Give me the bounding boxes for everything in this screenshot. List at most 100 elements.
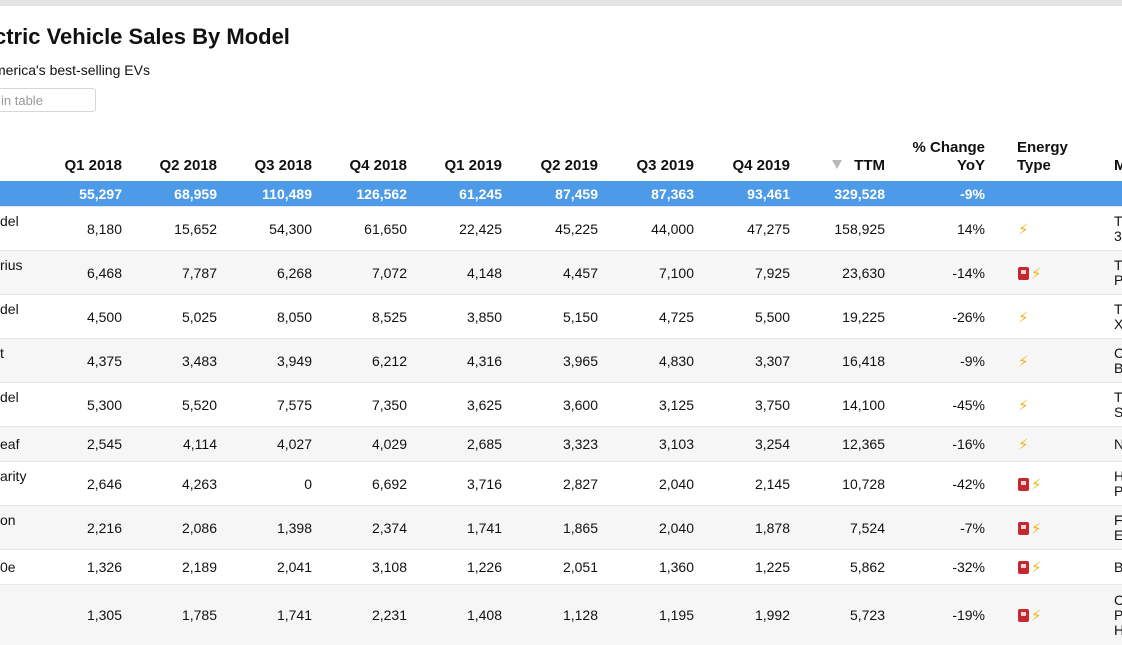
- value-cell: 2,040: [658, 476, 694, 492]
- maker-name: N: [1114, 437, 1122, 452]
- column-header-pct-change-yoy[interactable]: % Change YoY: [865, 139, 985, 175]
- table-row[interactable]: del 4,500 5,025 8,050 8,525 3,850 5,150 4,725 5,…: [0, 294, 1122, 338]
- value-cell: 2,040: [658, 520, 694, 536]
- value-cell: 1,360: [658, 559, 694, 575]
- electric-icon: ⚡: [1018, 352, 1029, 370]
- value-cell: 1,225: [754, 559, 790, 575]
- value-cell: 8,180: [86, 221, 122, 237]
- sort-descending-icon[interactable]: [832, 160, 843, 169]
- value-cell: 4,316: [466, 353, 502, 369]
- table-row[interactable]: 0e 1,326 2,189 2,041 3,108 1,226 2,051 1,360 1,2…: [0, 549, 1122, 584]
- column-header-q1-2018[interactable]: Q1 2018: [2, 157, 122, 175]
- table-row[interactable]: on 2,216 2,086 1,398 2,374 1,741 1,865 2,040 1,8…: [0, 505, 1122, 549]
- model-name: del: [0, 389, 19, 405]
- page-title: ctric Vehicle Sales By Model: [0, 24, 290, 49]
- table-row[interactable]: rius 6,468 7,787 6,268 7,072 4,148 4,457 7,100 7…: [0, 250, 1122, 294]
- model-name: t: [0, 345, 4, 361]
- value-cell: 1,865: [562, 520, 598, 536]
- value-cell: 5,025: [181, 309, 217, 325]
- column-header-label: Q3 2018: [254, 157, 312, 174]
- maker-name-line: B: [1114, 360, 1122, 376]
- sales-table: Q1 2018 Q2 2018 Q3 2018 Q4 2018 Q1 2019 Q2 20…: [0, 134, 1122, 645]
- value-cell: 15,652: [174, 221, 217, 237]
- value-cell: 44,000: [651, 221, 694, 237]
- value-cell: 1,741: [276, 607, 312, 623]
- column-header-q2-2019[interactable]: Q2 2019: [478, 157, 598, 175]
- value-cell: 3,965: [562, 353, 598, 369]
- fuel-pump-icon: [1018, 266, 1029, 280]
- plug-in-hybrid-icon: ⚡: [1018, 475, 1042, 493]
- table-row[interactable]: arity 2,646 4,263 0 6,692 3,716 2,827 2,040 2,14…: [0, 461, 1122, 505]
- page-subtitle: merica's best-selling EVs: [0, 62, 150, 78]
- model-name: del: [0, 213, 19, 229]
- value-cell: -7%: [960, 520, 985, 536]
- value-cell: 7,524: [849, 520, 885, 536]
- maker-name-line: H: [1114, 468, 1122, 484]
- value-cell: 5,723: [849, 607, 885, 623]
- column-header-q3-2018[interactable]: Q3 2018: [192, 157, 312, 175]
- value-cell: 2,189: [181, 559, 217, 575]
- column-header-q4-2018[interactable]: Q4 2018: [287, 157, 407, 175]
- value-cell: 7,575: [276, 397, 312, 413]
- value-cell: 4,457: [562, 265, 598, 281]
- plug-in-hybrid-icon: ⚡: [1018, 264, 1042, 282]
- column-header-ttm[interactable]: TTM: [765, 157, 885, 175]
- value-cell: -19%: [952, 607, 985, 623]
- value-cell: 1,398: [276, 520, 312, 536]
- value-cell: 3,125: [658, 397, 694, 413]
- column-header-q4-2019[interactable]: Q4 2019: [670, 157, 790, 175]
- column-header-label: Q3 2019: [636, 157, 694, 174]
- lightning-bolt-icon: ⚡: [1031, 265, 1042, 283]
- lightning-bolt-icon: ⚡: [1031, 520, 1042, 538]
- lightning-bolt-icon: ⚡: [1031, 559, 1042, 577]
- maker-name-line: T: [1114, 301, 1122, 317]
- value-cell: 8,050: [276, 309, 312, 325]
- value-cell: 7,925: [754, 265, 790, 281]
- value-cell: 4,114: [183, 436, 217, 452]
- table-row[interactable]: del 5,300 5,520 7,575 7,350 3,625 3,600 3,125 3,…: [0, 382, 1122, 426]
- value-cell: 2,231: [371, 607, 407, 623]
- value-cell: 6,268: [276, 265, 312, 281]
- value-cell: -16%: [952, 436, 985, 452]
- total-cell: -9%: [960, 186, 985, 202]
- table-search-input[interactable]: in table: [0, 88, 96, 112]
- value-cell: 3,323: [562, 436, 598, 452]
- model-name: eaf: [0, 436, 20, 452]
- value-cell: 3,307: [754, 353, 790, 369]
- table-row[interactable]: eaf 2,545 4,114 4,027 4,029 2,685 3,323 3,103 3,…: [0, 426, 1122, 461]
- total-cell: 329,528: [834, 186, 885, 202]
- value-cell: 1,226: [466, 559, 502, 575]
- maker-name-line: F: [1114, 512, 1122, 528]
- value-cell: 5,862: [849, 559, 885, 575]
- column-header-q1-2019[interactable]: Q1 2019: [382, 157, 502, 175]
- total-cell: 68,959: [174, 186, 217, 202]
- value-cell: 1,128: [562, 607, 598, 623]
- lightning-bolt-icon: ⚡: [1018, 309, 1029, 327]
- column-header-q2-2018[interactable]: Q2 2018: [97, 157, 217, 175]
- column-header-maker[interactable]: M: [1114, 157, 1122, 174]
- table-header: Q1 2018 Q2 2018 Q3 2018 Q4 2018 Q1 2019 Q2 20…: [0, 134, 1122, 181]
- maker-name-line: C: [1114, 345, 1122, 361]
- value-cell: 2,145: [754, 476, 790, 492]
- value-cell: 1,195: [658, 607, 694, 623]
- column-header-energy-type[interactable]: Energy Type: [1017, 139, 1068, 175]
- total-cell: 87,363: [651, 186, 694, 202]
- column-header-q3-2019[interactable]: Q3 2019: [574, 157, 694, 175]
- totals-row: 55,297 68,959 110,489 126,562 61,245 87,459 87…: [0, 181, 1122, 206]
- table-row[interactable]: del 8,180 15,652 54,300 61,650 22,425 45,225 44…: [0, 206, 1122, 250]
- maker-name-line: P: [1114, 607, 1122, 623]
- model-name: del: [0, 301, 19, 317]
- value-cell: 1,878: [754, 520, 790, 536]
- value-cell: 5,150: [562, 309, 598, 325]
- value-cell: 4,375: [86, 353, 122, 369]
- value-cell: 3,850: [466, 309, 502, 325]
- maker-name-line: H: [1114, 622, 1122, 638]
- value-cell: 7,350: [371, 397, 407, 413]
- electric-icon: ⚡: [1018, 435, 1029, 453]
- table-row[interactable]: t 4,375 3,483 3,949 6,212 4,316 3,965 4,830 3,30…: [0, 338, 1122, 382]
- table-row[interactable]: 1,305 1,785 1,741 2,231 1,408 1,128 1,195 1,992…: [0, 584, 1122, 645]
- maker-name-line: P: [1114, 272, 1122, 288]
- total-cell: 55,297: [79, 186, 122, 202]
